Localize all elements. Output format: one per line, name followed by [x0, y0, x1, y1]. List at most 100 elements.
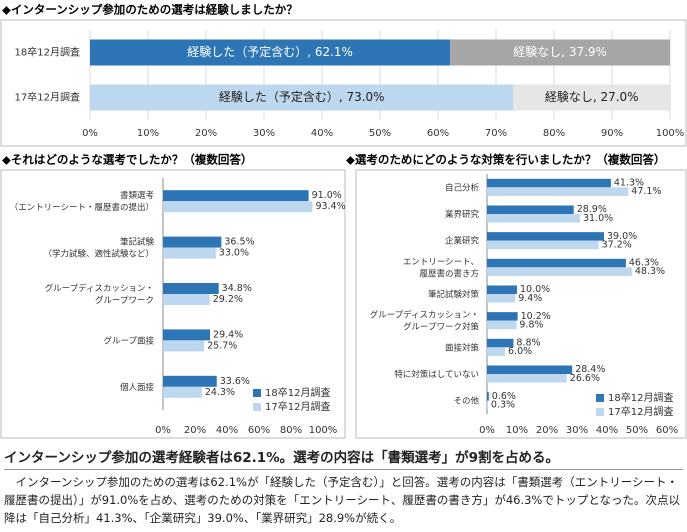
data-label: 31.0%	[583, 213, 613, 224]
charts: ◆インターンシップ参加のための選考は経験しましたか？ 0% 10% 20% 30% 40%…	[0, 3, 687, 439]
data-label: 28.9%	[577, 204, 607, 215]
bar	[163, 190, 309, 202]
data-label: 33.0%	[219, 248, 249, 259]
category-label: 自己分析	[445, 182, 480, 193]
data-label: 経験なし, 37.9%	[513, 44, 607, 59]
category-label-line: 筆記試験	[120, 236, 155, 247]
category-label: 企業研究	[445, 235, 480, 246]
data-label: 経験なし, 27.0%	[545, 89, 639, 104]
data-label: 28.4%	[575, 364, 605, 375]
category-label: 筆記試験（学力試験、適性試験など）	[43, 236, 154, 259]
data-label: 34.8%	[222, 283, 252, 294]
data-label: 48.3%	[635, 266, 665, 277]
legend-label: 18卒12月調査	[608, 391, 673, 404]
x-tick-label: 30%	[253, 128, 275, 139]
data-label: 経験した（予定含む）, 62.1%	[187, 44, 353, 59]
data-label: 0.6%	[492, 391, 516, 402]
category-label-line: エントリーシート、	[403, 257, 479, 267]
category-label: グループディスカッション・グループワーク	[45, 283, 154, 306]
bar	[163, 386, 202, 398]
x-tick-label: 50%	[626, 425, 648, 436]
chart-frame	[0, 19, 687, 147]
bar	[163, 247, 216, 259]
bar	[487, 232, 604, 241]
x-tick-label: 20%	[184, 425, 206, 436]
category-label: 筆記試験対策	[428, 289, 480, 300]
bar	[487, 347, 505, 356]
category-label: エントリーシート、履歴書の書き方	[403, 257, 479, 279]
category-label-line: その他	[453, 395, 479, 406]
data-label: 10.2%	[521, 311, 551, 322]
bar	[163, 283, 219, 294]
body-text: インターンシップ参加のための選考は62.1%が「経験した（予定含む）」と回答。選…	[4, 475, 681, 525]
x-tick-label: 10%	[137, 128, 159, 139]
bar	[487, 338, 514, 348]
x-tick-label: 20%	[195, 128, 217, 139]
bar	[487, 294, 516, 303]
x-tick-label: 50%	[369, 128, 391, 139]
data-label: 39.0%	[607, 231, 637, 242]
x-tick-label: 80%	[280, 425, 302, 436]
data-label: 6.0%	[508, 346, 532, 357]
category-label-line: グループディスカッション・	[370, 309, 479, 320]
data-label: 33.6%	[220, 376, 250, 387]
x-tick-label: 0%	[82, 128, 98, 139]
category-label: 面接対策	[445, 342, 480, 353]
legend-label: 17卒12月調査	[608, 405, 673, 418]
data-label: 93.4%	[315, 201, 345, 212]
data-label: 26.6%	[570, 373, 600, 384]
bar-segment	[450, 39, 670, 66]
bar	[487, 267, 632, 276]
data-label: 46.3%	[629, 258, 659, 269]
bar	[163, 340, 205, 352]
x-tick-label: 0%	[155, 425, 171, 436]
legend-swatch	[596, 394, 604, 402]
bar	[487, 365, 573, 374]
bar	[487, 374, 567, 383]
chart-frame	[0, 169, 346, 439]
category-label: グループ面接	[104, 335, 155, 346]
category-label: 個人面接	[120, 381, 155, 392]
x-tick-label: 70%	[485, 128, 507, 139]
x-tick-label: 90%	[601, 128, 623, 139]
bar	[487, 400, 488, 410]
chart-title: ◆選考のためにどのような対策を行いましたか？（複数回答）	[346, 153, 665, 167]
chart-frame	[355, 169, 687, 439]
category-label-line: 面接対策	[445, 342, 480, 353]
category-label-line: グループワーク対策	[403, 321, 479, 332]
chart-title: ◆それはどのような選考でしたか？（複数回答）	[2, 153, 252, 167]
data-label: 36.5%	[224, 237, 254, 248]
category-label: その他	[453, 395, 479, 406]
legend-label: 18卒12月調査	[265, 386, 330, 399]
bar	[163, 236, 222, 248]
category-label-line: グループ面接	[104, 335, 155, 346]
x-tick-label: 60%	[248, 425, 270, 436]
bar	[487, 285, 517, 294]
data-label: 41.3%	[614, 178, 644, 189]
x-tick-label: 80%	[543, 128, 565, 139]
category-label-line: 特に対策はしていない	[394, 369, 479, 380]
x-tick-label: 10%	[506, 425, 528, 436]
data-label: 10.0%	[520, 284, 550, 295]
legend-swatch	[253, 403, 261, 411]
data-label: 0.3%	[491, 399, 515, 410]
category-label-line: グループディスカッション・	[45, 283, 154, 294]
category-label-line: 個人面接	[120, 381, 155, 392]
data-label: 91.0%	[312, 190, 342, 201]
x-tick-label: 20%	[536, 425, 558, 436]
x-tick-label: 40%	[216, 425, 238, 436]
bar-segment	[90, 84, 514, 111]
headline: インターンシップ参加の選考経験者は62.1%。選考の内容は「書類選考」が9割を占…	[4, 446, 683, 470]
x-tick-label: 60%	[656, 425, 678, 436]
bar	[487, 258, 626, 268]
data-label: 29.4%	[213, 329, 243, 340]
bar	[487, 392, 489, 401]
bar	[163, 375, 217, 387]
data-label: 8.8%	[516, 338, 540, 349]
bar	[487, 320, 517, 330]
data-label: 25.7%	[207, 340, 237, 351]
category-label-line: 自己分析	[445, 182, 480, 193]
x-tick-label: 0%	[479, 425, 495, 436]
x-tick-label: 60%	[427, 128, 449, 139]
